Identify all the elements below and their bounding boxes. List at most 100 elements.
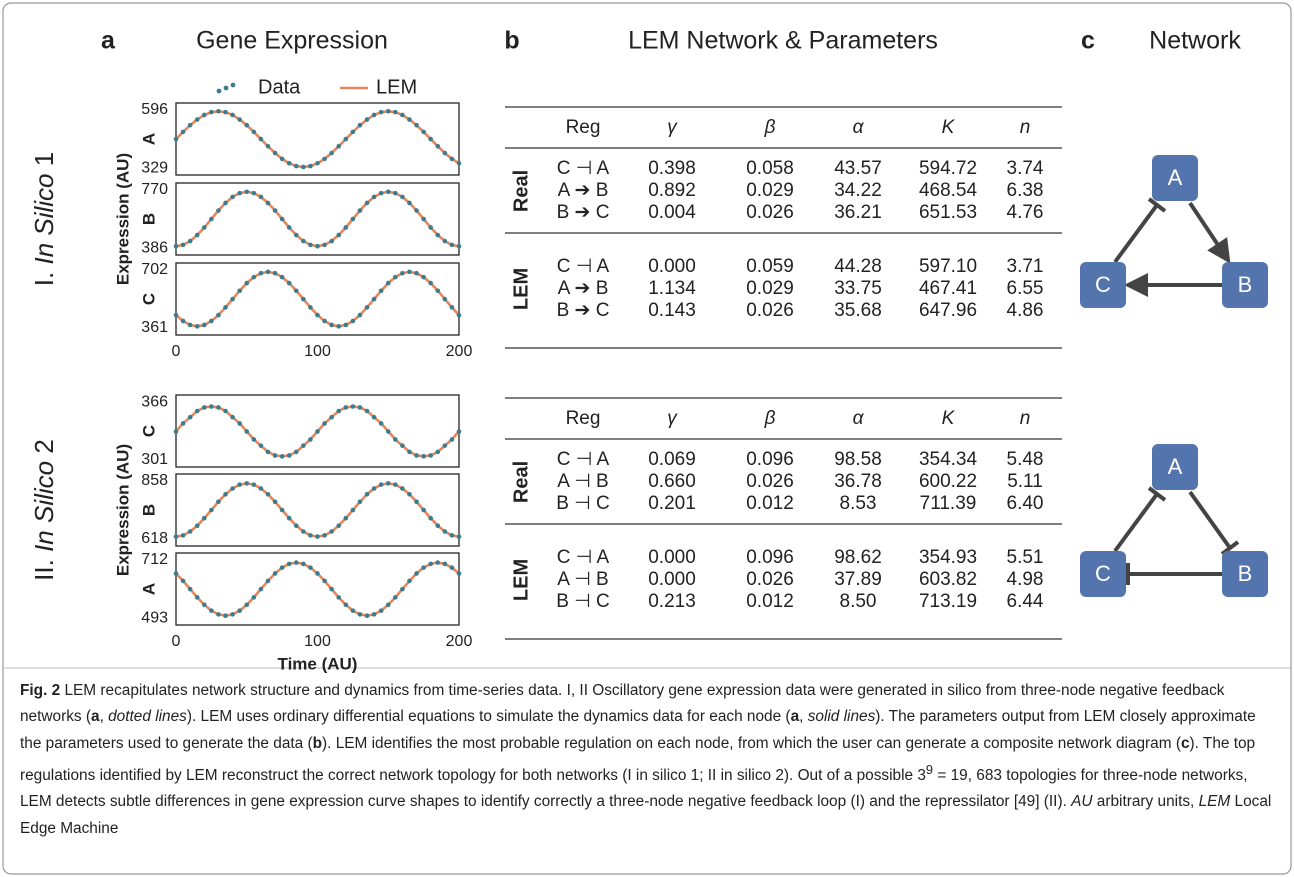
data-point: [279, 274, 285, 280]
table-cell: 0.000: [648, 569, 696, 590]
data-point: [350, 507, 356, 513]
data-point: [456, 534, 462, 539]
data-point: [378, 421, 384, 426]
network-nodes: [1080, 155, 1268, 597]
data-point: [336, 143, 342, 149]
data-point: [421, 216, 426, 222]
data-point: [194, 117, 200, 122]
data-point: [209, 109, 214, 115]
table-cell: 5.48: [1007, 449, 1044, 470]
data-point: [244, 122, 250, 128]
y-label: A: [139, 133, 158, 145]
data-point: [364, 117, 370, 122]
data-point: [421, 274, 426, 280]
data-point: [407, 117, 412, 122]
table-cell: 0.004: [648, 202, 696, 223]
data-point: [393, 190, 398, 196]
caption-text: LEM recapitulates network structure and …: [20, 682, 1225, 726]
edge-inhibit: [1188, 490, 1232, 550]
data-point: [407, 449, 412, 455]
table-cell: 4.86: [1007, 300, 1044, 321]
data-point: [265, 449, 271, 455]
y-tick-label: 858: [141, 472, 168, 489]
table-cell: 647.96: [919, 300, 977, 321]
data-point: [258, 486, 264, 491]
table-cell: 6.55: [1007, 278, 1044, 299]
caption-sup: 9: [925, 761, 934, 777]
data-point: [209, 608, 214, 613]
table-cell: 36.78: [834, 471, 882, 492]
data-point: [350, 318, 356, 324]
data-point: [322, 156, 327, 162]
node: [1222, 262, 1268, 308]
data-point: [202, 322, 207, 328]
data-point: [421, 454, 426, 459]
data-point: [244, 602, 250, 608]
data-point: [442, 238, 448, 244]
data-point: [385, 108, 391, 114]
data-point: [194, 408, 200, 414]
panel-letter: b: [504, 27, 519, 55]
data-point: [456, 160, 462, 166]
data-point: [301, 238, 306, 244]
data-point: [301, 296, 306, 302]
caption-text: arbitrary units,: [1092, 793, 1199, 811]
data-point: [456, 243, 462, 249]
caption-text: ). LEM identifies the most probable regu…: [322, 734, 1181, 752]
data-point: [435, 288, 441, 294]
data-point: [329, 586, 334, 592]
data-point: [173, 429, 179, 434]
caption-text: ). LEM uses ordinary differential equati…: [186, 708, 791, 726]
table-cell: 98.62: [834, 547, 882, 568]
data-point: [343, 225, 349, 230]
data-point: [237, 288, 242, 294]
table-cell: 594.72: [919, 158, 977, 179]
data-point: [272, 208, 278, 213]
table-cell: A ⊣ B: [557, 569, 608, 590]
table-cell: 0.026: [746, 471, 794, 492]
table-cell: C ⊣ A: [557, 158, 610, 179]
node: [1080, 551, 1126, 597]
data-point: [173, 534, 179, 539]
data-point: [357, 405, 363, 410]
data-point: [378, 109, 384, 115]
data-point: [216, 405, 221, 410]
data-point: [187, 586, 193, 592]
data-point: [400, 443, 405, 448]
data-point: [449, 533, 455, 538]
x-tick-label: 200: [446, 343, 473, 360]
table-cell: 0.012: [746, 591, 794, 612]
data-point: [293, 449, 299, 455]
table-header: K: [942, 408, 956, 429]
node-label: B: [1238, 561, 1253, 586]
data-point: [286, 561, 292, 567]
group-label: LEM: [510, 559, 532, 601]
network-edges: [1113, 197, 1240, 585]
table-cell: 98.58: [834, 449, 882, 470]
y-tick-label: 386: [141, 239, 168, 256]
data-point: [244, 481, 250, 486]
table-cell: 0.213: [648, 591, 696, 612]
data-point: [315, 571, 320, 576]
y-tick-label: 329: [141, 159, 168, 176]
data-point: [371, 486, 377, 491]
data-point: [385, 189, 391, 195]
data-point: [258, 270, 264, 276]
data-point: [286, 225, 292, 230]
data-point: [435, 232, 441, 238]
data-point: [428, 561, 434, 567]
data-point: [378, 190, 384, 196]
data-point: [223, 408, 228, 414]
table-header: β: [764, 117, 776, 138]
table-header: Reg: [566, 117, 601, 138]
node: [1152, 444, 1198, 490]
node: [1080, 262, 1126, 308]
data-point: [173, 136, 179, 142]
edge-inhibit: [1113, 203, 1159, 264]
table-cell: 0.029: [746, 278, 794, 299]
data-point: [449, 242, 455, 248]
data-point: [329, 238, 334, 244]
caption-italic: solid lines: [807, 708, 876, 726]
